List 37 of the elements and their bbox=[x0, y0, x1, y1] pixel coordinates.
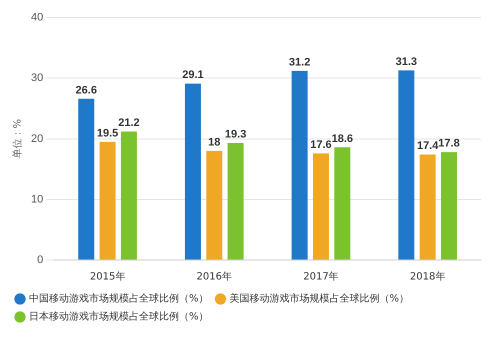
bar bbox=[398, 70, 414, 260]
bar bbox=[292, 70, 308, 260]
bar bbox=[440, 152, 457, 260]
data-label: 19.3 bbox=[224, 128, 246, 141]
y-tick-label: 0 bbox=[37, 254, 44, 266]
data-label: 29.1 bbox=[182, 69, 204, 82]
x-tick-label: 2017年 bbox=[303, 270, 339, 283]
bar bbox=[184, 84, 201, 260]
data-label: 31.3 bbox=[396, 56, 418, 68]
bar bbox=[312, 153, 329, 260]
data-label: 19.5 bbox=[96, 127, 118, 140]
legend-label: 美国移动游戏市场规模占全球比例（%） bbox=[230, 292, 410, 305]
data-label: 17.8 bbox=[438, 138, 460, 150]
data-label: 18 bbox=[208, 136, 220, 148]
bar bbox=[100, 142, 116, 260]
y-tick-label: 10 bbox=[30, 193, 44, 206]
data-label: 21.2 bbox=[118, 117, 140, 130]
data-label: 18.6 bbox=[332, 132, 354, 145]
data-label: 26.6 bbox=[76, 84, 97, 96]
bar bbox=[78, 98, 94, 260]
data-label: 17.4 bbox=[416, 140, 440, 152]
x-tick-label: 2018年 bbox=[410, 270, 446, 283]
x-tick-label: 2016年 bbox=[196, 270, 232, 283]
bar bbox=[120, 132, 137, 260]
data-label: 17.6 bbox=[310, 138, 332, 151]
bar bbox=[334, 147, 350, 260]
y-tick-label: 20 bbox=[30, 132, 44, 145]
legend-label: 中国移动游戏市场规模占全球比例（%） bbox=[29, 292, 209, 305]
y-axis-title: 单位：% bbox=[12, 119, 24, 159]
bar bbox=[228, 143, 244, 260]
bar bbox=[420, 154, 436, 260]
x-tick-label: 2015年 bbox=[90, 270, 126, 283]
y-tick-label: 30 bbox=[30, 72, 44, 84]
legend-label: 日本移动游戏市场规模占全球比例（%） bbox=[29, 310, 209, 323]
y-tick-label: 40 bbox=[30, 12, 44, 24]
bar bbox=[206, 150, 222, 260]
data-label: 31.2 bbox=[288, 56, 310, 68]
